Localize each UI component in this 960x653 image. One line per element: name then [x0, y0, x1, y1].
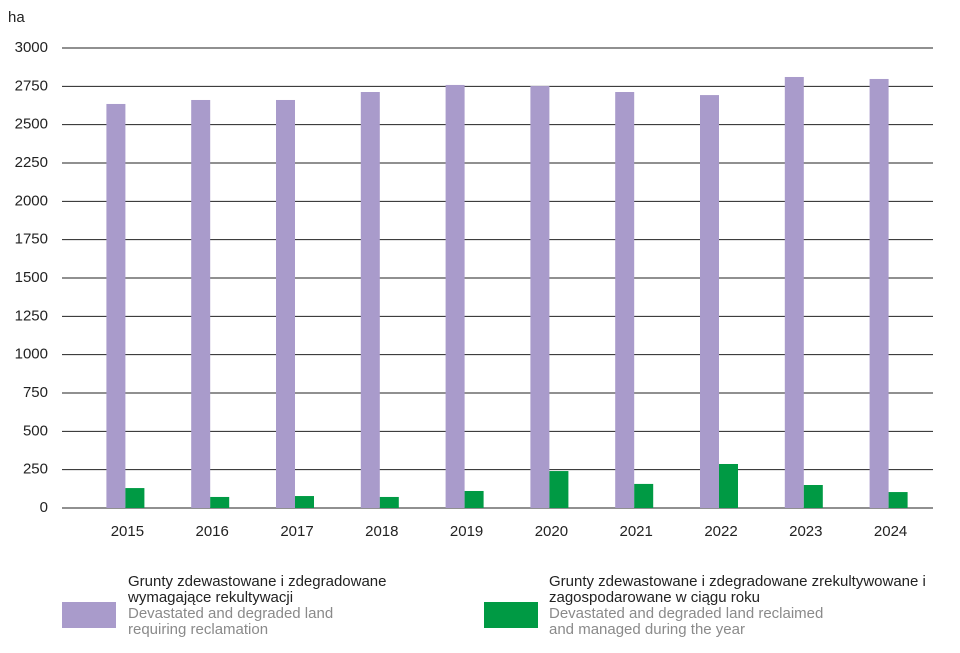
bar — [634, 483, 654, 508]
bar — [210, 496, 230, 508]
bar — [700, 95, 719, 508]
x-tick-label: 2023 — [789, 523, 822, 540]
y-tick-label: 750 — [23, 384, 48, 401]
bar — [803, 485, 823, 508]
x-tick-label: 2015 — [111, 523, 144, 540]
bar — [106, 103, 126, 508]
y-tick-label: 2250 — [15, 154, 48, 171]
bar — [276, 99, 295, 508]
legend-swatch — [62, 602, 116, 628]
y-tick-label: 3000 — [15, 39, 48, 56]
legend-label-en: Devastated and degraded land reclaimed a… — [549, 605, 824, 638]
y-tick-label: 1750 — [15, 231, 48, 248]
y-tick-label: 1500 — [15, 269, 48, 286]
x-tick-label: 2020 — [535, 523, 568, 540]
bar — [445, 84, 465, 508]
y-tick-label: 0 — [40, 499, 48, 516]
legend-label: Grunty zdewastowane i zdegradowane wymag… — [128, 573, 387, 606]
y-axis-label: ha — [8, 9, 25, 26]
y-tick-label: 2750 — [15, 77, 48, 94]
bar — [125, 488, 145, 508]
bar — [888, 492, 908, 508]
legend-swatch — [484, 602, 538, 628]
bar — [295, 496, 314, 508]
bar — [464, 490, 484, 508]
bar — [530, 86, 550, 508]
y-tick-label: 1000 — [15, 346, 48, 363]
legend-entry: Grunty zdewastowane i zdegradowane wymag… — [128, 574, 458, 638]
bar — [719, 463, 738, 508]
x-tick-label: 2017 — [280, 523, 313, 540]
bar — [869, 78, 889, 509]
x-tick-label: 2024 — [874, 523, 907, 540]
chart: ha 0 250 500 750 1000 1250 1500 1750 2000 2250 250… — [8, 9, 933, 540]
y-tick-label: 250 — [23, 461, 48, 478]
bar — [784, 76, 804, 508]
x-tick-label: 2016 — [196, 523, 229, 540]
y-tick-label: 2500 — [15, 116, 48, 133]
x-tick-label: 2018 — [365, 523, 398, 540]
y-tick-label: 500 — [23, 422, 48, 439]
legend-label-en: Devastated and degraded land requiring r… — [128, 605, 334, 638]
bar — [191, 99, 211, 508]
legend-label: Grunty zdewastowane i zdegradowane zreku… — [549, 573, 926, 606]
x-tick-label: 2021 — [620, 523, 653, 540]
bar — [615, 92, 635, 509]
legend-entry: Grunty zdewastowane i zdegradowane zreku… — [549, 574, 959, 638]
bar — [549, 471, 569, 508]
bar — [360, 92, 380, 509]
x-tick-label: 2022 — [704, 523, 737, 540]
bar — [379, 496, 399, 508]
y-tick-label: 2000 — [15, 192, 48, 209]
x-tick-label: 2019 — [450, 523, 483, 540]
y-tick-label: 1250 — [15, 307, 48, 324]
